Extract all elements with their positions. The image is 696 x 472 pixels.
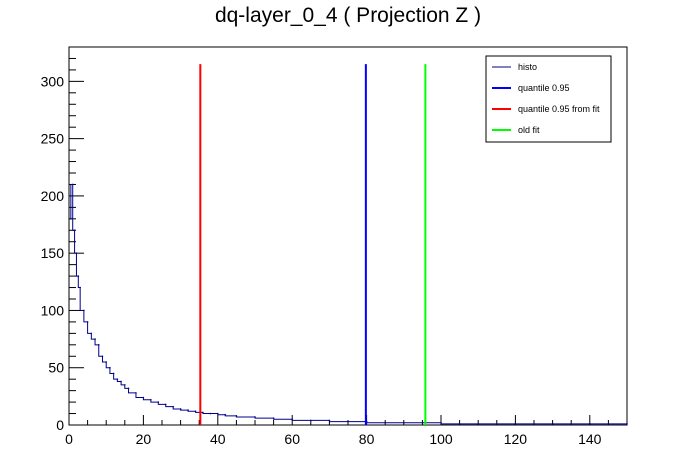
y-tick-label: 200 [41,188,65,204]
x-tick-label: 20 [136,431,152,447]
histogram-point [589,423,591,425]
histogram-point [179,408,182,410]
histogram-point [127,387,130,390]
histogram-point [403,421,405,424]
histogram-point [477,423,480,425]
histogram-point [112,372,115,375]
histogram-point [551,423,554,425]
histogram-point [194,410,197,413]
histogram-point [94,338,96,340]
x-tick-label: 100 [429,431,453,447]
y-tick-label: 50 [48,360,64,376]
legend-label: quantile 0.95 from fit [518,104,600,114]
histogram-line [69,183,627,425]
histogram-point [70,218,72,220]
histogram-point [291,418,294,421]
histogram-point [142,396,145,399]
histogram-point [310,419,312,422]
histogram-point [440,421,442,424]
histogram-point [105,361,107,363]
histogram-point [135,392,137,394]
histogram-point [347,420,349,423]
histogram-point [626,423,628,425]
x-tick-label: 40 [210,431,226,447]
histogram-point [514,423,517,425]
histogram-point [272,417,275,419]
legend-label: quantile 0.95 [518,83,570,93]
histogram-point [83,309,85,312]
histogram-series [69,183,628,425]
histogram-point [116,378,119,380]
histogram-point [384,421,387,424]
x-tick-label: 60 [284,431,300,447]
y-tick-label: 100 [41,302,65,318]
legend-label: histo [518,62,537,72]
x-tick-label: 140 [578,431,602,447]
histogram-point [150,399,152,401]
histogram-point [254,416,256,418]
histogram-point [328,419,331,422]
x-tick-label: 120 [504,431,528,447]
histogram-point [97,344,100,346]
histogram-point [164,403,167,406]
legend-box [485,55,612,143]
x-tick-label: 80 [359,431,375,447]
histogram-point [421,421,424,424]
x-tick-label: 0 [65,431,73,447]
histogram-point [172,405,174,408]
histogram-point [202,411,204,414]
histogram-point [217,412,219,415]
histogram-point [86,321,89,323]
legend: histo quantile 0.95 quantile 0.95 from fit… [485,55,612,143]
y-tick-label: 300 [41,73,65,89]
histogram-point [79,286,81,289]
histogram-point [109,366,111,369]
y-tick-label: 150 [41,245,65,261]
y-tick-label: 250 [41,131,65,147]
histogram-point [209,412,212,415]
histogram-point [71,183,74,186]
vertical-lines [199,64,427,425]
y-tick-label: 0 [56,417,64,433]
histogram-point [224,413,227,416]
histogram-point [187,409,189,411]
histogram-point [77,275,80,277]
histogram-point [90,332,93,335]
histogram-point [75,252,78,254]
legend-label: old fit [518,125,540,135]
histogram-point [235,415,238,417]
chart-title: dq-layer_0_4 ( Projection Z ) [214,4,482,27]
histogram-point [101,355,104,358]
histogram-point [120,380,122,383]
histogram-point [157,401,160,403]
histogram-point [73,229,76,232]
histogram-point [124,384,126,386]
